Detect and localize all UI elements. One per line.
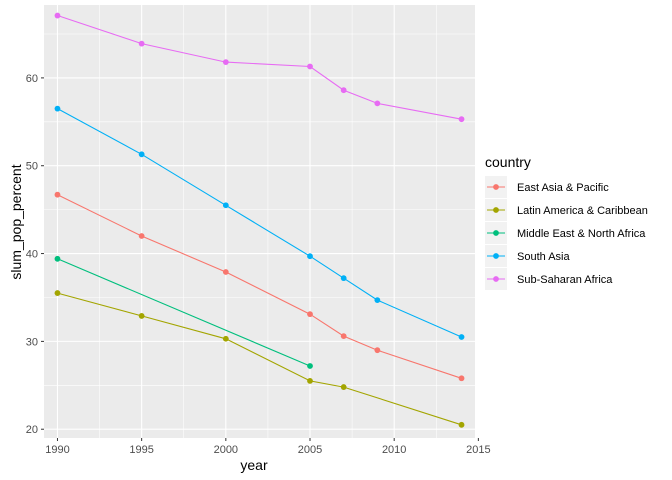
y-tick-label: 60: [26, 73, 38, 85]
series-points: [54, 12, 465, 428]
x-axis-title: year: [240, 457, 268, 473]
data-point: [54, 12, 61, 19]
series-line: [57, 292, 462, 426]
legend: country East Asia & Pacific Latin America…: [485, 154, 648, 290]
x-tick-label: 2005: [298, 444, 322, 456]
data-point: [138, 233, 145, 239]
data-point: [374, 100, 381, 107]
x-tick-label: 1990: [45, 444, 69, 456]
data-point: [458, 421, 465, 428]
data-point: [458, 334, 465, 340]
data-point: [458, 375, 465, 382]
minor-gridlines: [44, 5, 475, 438]
y-axis-title: slum_pop_percent: [8, 164, 24, 279]
y-tick-label: 30: [26, 336, 38, 348]
data-point: [307, 311, 313, 318]
x-tick-label: 1995: [129, 444, 153, 456]
data-point: [340, 87, 347, 94]
legend-title: country: [485, 154, 531, 170]
data-point: [222, 59, 229, 65]
data-point: [138, 40, 145, 47]
legend-key-point: [493, 276, 499, 282]
data-point: [458, 116, 465, 123]
x-tick-label: 2000: [214, 444, 238, 456]
data-point: [54, 255, 61, 262]
legend-label: Latin America & Caribbean: [517, 205, 648, 217]
data-point: [54, 191, 61, 198]
data-point: [307, 253, 313, 260]
y-tick-label: 20: [26, 424, 38, 436]
data-point: [222, 202, 229, 209]
legend-key-point: [493, 184, 499, 190]
data-point: [374, 297, 381, 304]
x-axis: 1990 1995 2000 2005 2010 2015: [45, 438, 491, 456]
data-point: [54, 290, 61, 296]
legend-label: East Asia & Pacific: [517, 182, 609, 194]
y-tick-label: 50: [26, 161, 38, 173]
series-line: [57, 258, 311, 367]
data-point: [54, 105, 61, 112]
y-tick-label: 40: [26, 249, 38, 261]
data-point: [138, 151, 145, 158]
data-point: [222, 335, 229, 342]
legend-key-point: [493, 253, 499, 259]
data-point: [222, 269, 229, 275]
data-point: [307, 63, 313, 70]
legend-label: South Asia: [517, 251, 570, 263]
data-point: [340, 384, 347, 390]
data-point: [307, 363, 313, 369]
legend-key-point: [493, 230, 499, 236]
data-point: [374, 347, 381, 354]
legend-label: Sub-Saharan Africa: [517, 274, 613, 286]
data-point: [138, 313, 145, 319]
data-point: [340, 275, 347, 282]
data-point: [307, 378, 313, 384]
x-tick-label: 2010: [382, 444, 406, 456]
x-tick-label: 2015: [466, 444, 490, 456]
legend-key-point: [493, 207, 499, 213]
y-axis: 20 30 40 50 60: [26, 73, 44, 436]
plot-panel: [44, 5, 475, 438]
data-point: [340, 333, 347, 340]
legend-label: Middle East & North Africa: [517, 228, 646, 240]
